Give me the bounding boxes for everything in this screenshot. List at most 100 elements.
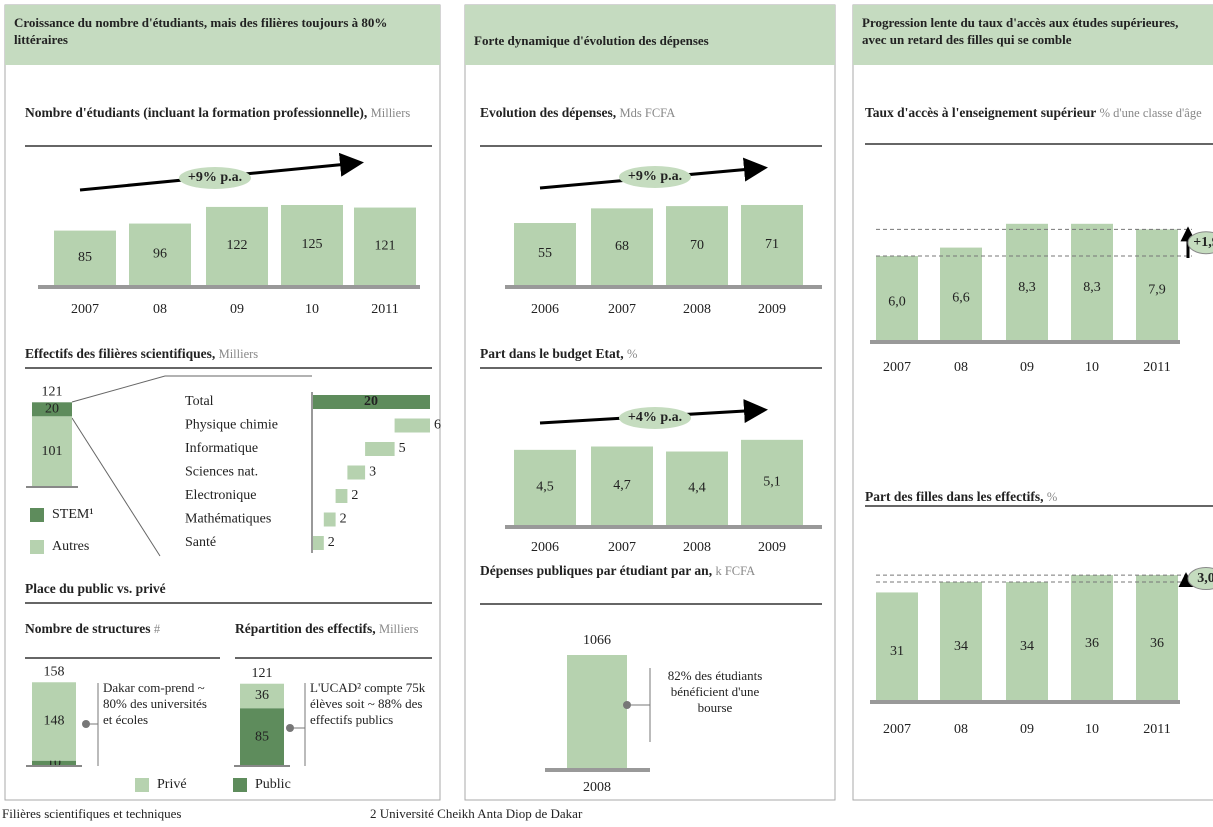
bar [940,582,982,700]
chart-title: Effectifs des filières scientifiques, [25,346,216,361]
bar [567,655,627,768]
chart-title: Dépenses publiques par étudiant par an, [480,563,713,578]
value-label: 7,9 [1148,282,1166,297]
panel-header-bg [853,5,1213,65]
bar-segment [32,682,76,761]
chart-subtitle: % d'une classe d'âge [1099,106,1202,120]
category-label: Electronique [185,488,257,503]
total-label: 121 [42,385,63,400]
x-tick-label: 10 [1085,722,1099,737]
bar [312,536,324,550]
chart-title-block: Evolution des dépenses, Mds FCFA [480,104,820,122]
x-tick-label: 2007 [608,540,636,555]
bar [514,223,576,285]
chart-title-block: Effectifs des filières scientifiques, Mi… [25,345,425,363]
panel-header-bg [5,5,440,65]
bar [365,442,395,456]
trend-pill [619,166,691,188]
x-tick-label: 08 [153,302,167,317]
trend-label: +4% p.a. [628,410,682,425]
bar [666,206,728,285]
bar-segment [32,416,72,487]
value-label: 2 [351,488,358,503]
chart-subtitle: # [153,622,161,636]
value-label: 121 [375,238,396,253]
connector [71,417,161,557]
delta-pill [1187,231,1213,255]
bar [206,206,268,285]
chart-subtitle: Milliers [218,347,259,361]
annotation: L'UCAD² compte 75k élèves soit ~ 88% des… [310,680,426,727]
bar [335,489,348,503]
chart-subtitle: Mds FCFA [619,106,676,120]
x-tick-label: 09 [1020,722,1034,737]
panel-title: Croissance du nombre d'étudiants, mais d… [14,15,388,47]
bar [591,208,653,285]
chart-title-block: Part dans le budget Etat, % [480,345,820,363]
bar [1071,223,1113,340]
value-label: 36 [1150,636,1164,651]
trend-label: +9% p.a. [188,170,242,185]
chart-title-block: Part des filles dans les effectifs, % [865,488,1205,506]
legend-label: STEM¹ [52,507,94,522]
legend-label: Privé [157,777,187,792]
value-label: 4,7 [613,478,631,493]
value-label: 36 [1085,636,1099,651]
chart-subtitle: Milliers [378,622,419,636]
chart-subtitle: % [1046,490,1058,504]
annotation: 82% des étudiants bénéficient d'une bour… [667,668,763,715]
value-label: 6,0 [888,294,906,309]
bar [1071,575,1113,700]
bar [312,395,430,409]
bar [741,439,803,525]
x-tick-label: 2007 [71,302,99,317]
value-label: 20 [45,402,59,417]
chart-subtitle: k FCFA [715,564,756,578]
x-tick-label: 2007 [883,722,911,737]
x-tick-label: 10 [1085,360,1099,375]
value-label: 36 [255,688,269,703]
chart-title: Nombre d'étudiants (incluant la formatio… [25,105,368,120]
delta-pill [1187,567,1213,591]
x-tick-label: 2008 [683,302,711,317]
value-label: 8,3 [1083,280,1101,295]
panel-title: Progression lente du taux d'accès aux ét… [862,15,1179,47]
chart-subtitle: % [627,347,638,361]
value-label: 122 [227,238,248,253]
chart-title: Part dans le budget Etat, [480,346,624,361]
bar-segment [240,683,284,709]
value-label: 85 [255,729,269,744]
chart-title-block: Nombre d'étudiants (incluant la formatio… [25,104,425,122]
annotation: Dakar com-prend ~ 80% des universités et… [103,680,207,727]
value-label: 55 [538,246,552,261]
bar [323,512,336,527]
value-label: 4,4 [688,480,706,495]
chart-subtitle: Milliers [370,106,411,120]
panel-title: Forte dynamique d'évolution des dépenses [474,33,709,48]
trend-label: +9% p.a. [628,169,682,184]
value-label: 96 [153,246,167,261]
category-label: Total [185,394,214,409]
delta-label: 3,0 [1197,571,1213,586]
trend-pill [619,407,691,429]
trend-pill [179,167,251,189]
x-tick-label: 2007 [883,360,911,375]
value-label: 71 [765,237,779,252]
chart-title: Taux d'accès à l'enseignement supérieur [865,105,1097,120]
value-label: 1066 [583,633,611,648]
bar [741,204,803,285]
callout-dot [623,701,631,709]
value-label: 101 [42,444,63,459]
callout-dot [82,720,90,728]
value-label: 70 [690,238,704,253]
chart-title: Nombre de structures [25,621,151,636]
bar [591,446,653,525]
value-label: 5,1 [763,475,781,490]
legend-swatch [135,778,149,792]
bar [129,223,191,285]
legend-label: Public [255,777,291,792]
value-label: 2 [340,512,347,527]
value-label: 148 [44,714,65,729]
